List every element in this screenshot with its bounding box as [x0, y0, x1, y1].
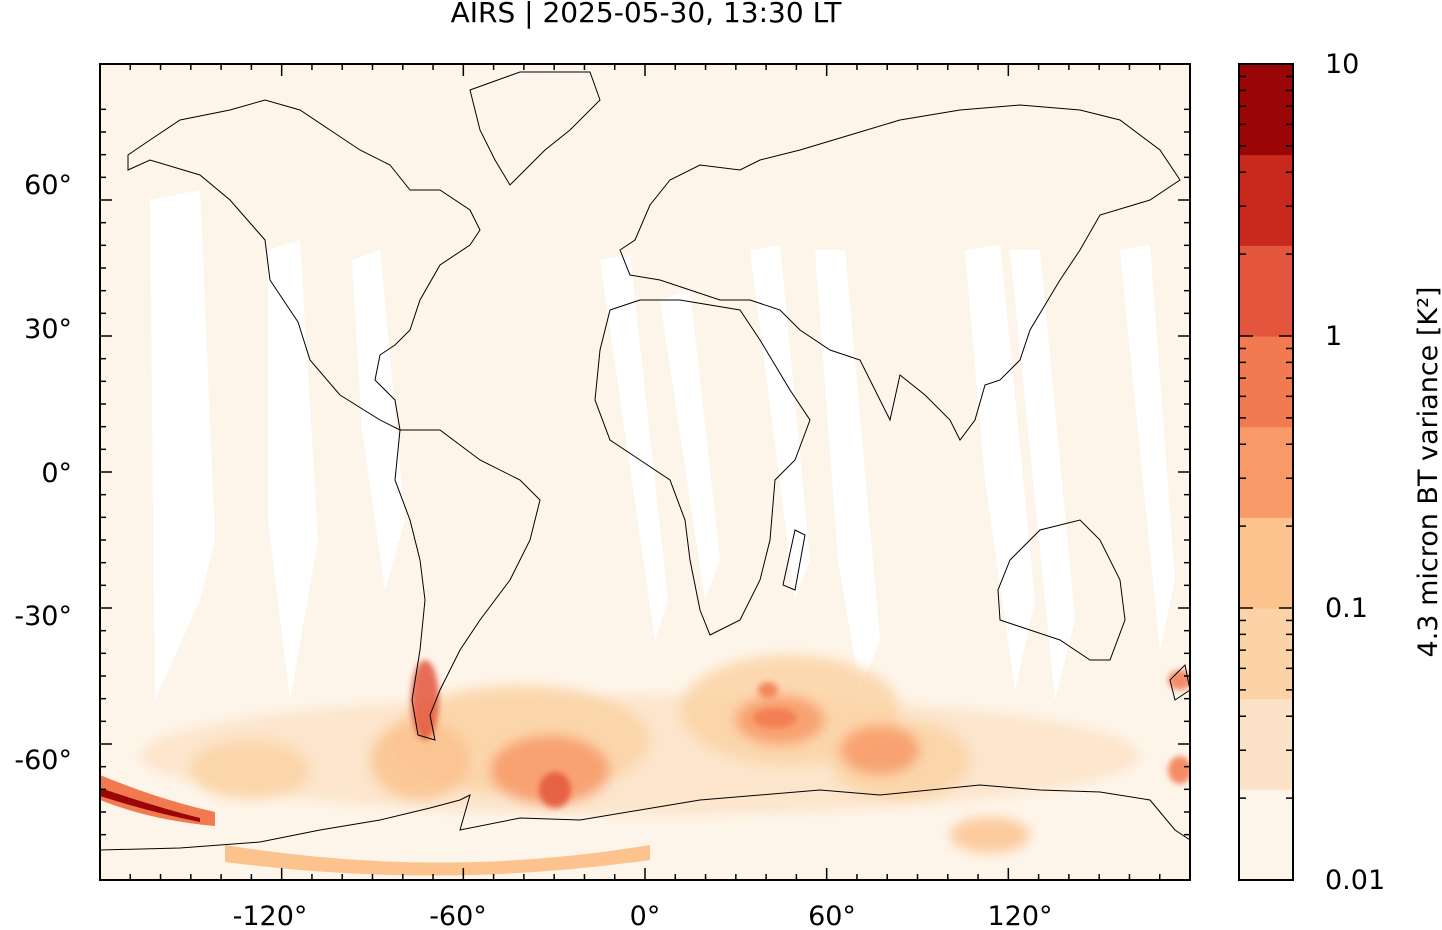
colorbar-tick-label: 0.1 — [1325, 593, 1368, 624]
colorbar-block — [1239, 789, 1293, 881]
variance-patch — [411, 660, 439, 740]
variance-band — [100, 788, 200, 822]
variance-field — [100, 655, 1190, 876]
coastlines — [100, 71, 1190, 851]
x-tick-label: -120° — [233, 901, 308, 930]
y-tick-labels: 60° 30° 0° -30° -60° — [14, 170, 72, 776]
colorbar-tick-label: 0.01 — [1325, 865, 1385, 896]
colorbar: 10 1 0.1 0.01 4.3 micron BT variance [K²… — [1238, 49, 1442, 896]
y-tick-label: 30° — [24, 314, 72, 345]
colorbar-tick-label: 10 — [1325, 49, 1359, 80]
map-title: AIRS | 2025-05-30, 13:30 LT — [450, 0, 842, 29]
variance-patch — [190, 740, 310, 800]
variance-patch — [753, 708, 797, 728]
x-tick-label: 120° — [987, 901, 1052, 930]
variance-band — [100, 775, 215, 826]
variance-patch — [539, 772, 571, 808]
coastline-europe-asia — [619, 104, 1181, 441]
colorbar-block — [1239, 698, 1293, 790]
variance-patch — [370, 720, 470, 800]
swath-gap — [1010, 250, 1075, 700]
coastline-south-america — [394, 429, 541, 741]
variance-patch — [840, 725, 920, 775]
colorbar-frame — [1238, 63, 1294, 881]
swath-gap — [268, 240, 318, 700]
swath-gap — [965, 245, 1035, 690]
swath-gap — [352, 250, 405, 590]
colorbar-block — [1239, 336, 1293, 428]
coastline-north-america — [127, 99, 481, 431]
colorbar-block — [1239, 154, 1293, 246]
variance-patch — [950, 817, 1030, 853]
colorbar-block — [1239, 245, 1293, 337]
variance-band — [225, 845, 650, 876]
variance-patch — [490, 735, 610, 805]
coastline-new-zealand — [1169, 663, 1190, 701]
swath-gap — [815, 250, 880, 690]
colorbar-block — [1239, 426, 1293, 518]
colorbar-block — [1239, 517, 1293, 609]
swath-gap — [600, 255, 668, 640]
swath-gap — [660, 290, 720, 600]
swath-gap — [750, 245, 810, 600]
colorbar-label: 4.3 micron BT variance [K²] — [1413, 287, 1442, 658]
y-tick-label: 60° — [24, 170, 72, 201]
ticks — [100, 64, 1190, 880]
x-tick-label: -60° — [429, 901, 487, 930]
plot-area — [100, 64, 1190, 880]
variance-patch — [1168, 670, 1190, 690]
y-tick-label: -30° — [14, 601, 72, 632]
x-tick-labels: -120° -60° 0° 60° 120° — [233, 901, 1053, 930]
coastline-antarctica — [100, 784, 1190, 851]
coastline-australia — [997, 519, 1126, 661]
y-tick-label: -60° — [14, 745, 72, 776]
colorbar-block — [1239, 608, 1293, 700]
variance-patch — [758, 682, 778, 698]
x-tick-label: 60° — [808, 901, 856, 930]
colorbar-ticks — [1239, 75, 1293, 881]
coastline-africa — [594, 299, 811, 636]
y-tick-label: 0° — [41, 458, 72, 489]
colorbar-tick-label: 1 — [1325, 321, 1342, 352]
swath-gap — [150, 190, 215, 700]
colorbar-block — [1239, 64, 1293, 156]
coastline-greenland — [469, 71, 601, 186]
x-tick-label: 0° — [630, 901, 661, 930]
variance-patch — [1168, 756, 1190, 784]
colorbar-blocks — [1239, 64, 1293, 881]
swath-gap — [1120, 245, 1175, 650]
coastline-madagascar — [782, 529, 806, 591]
swath-gaps — [150, 190, 1175, 700]
